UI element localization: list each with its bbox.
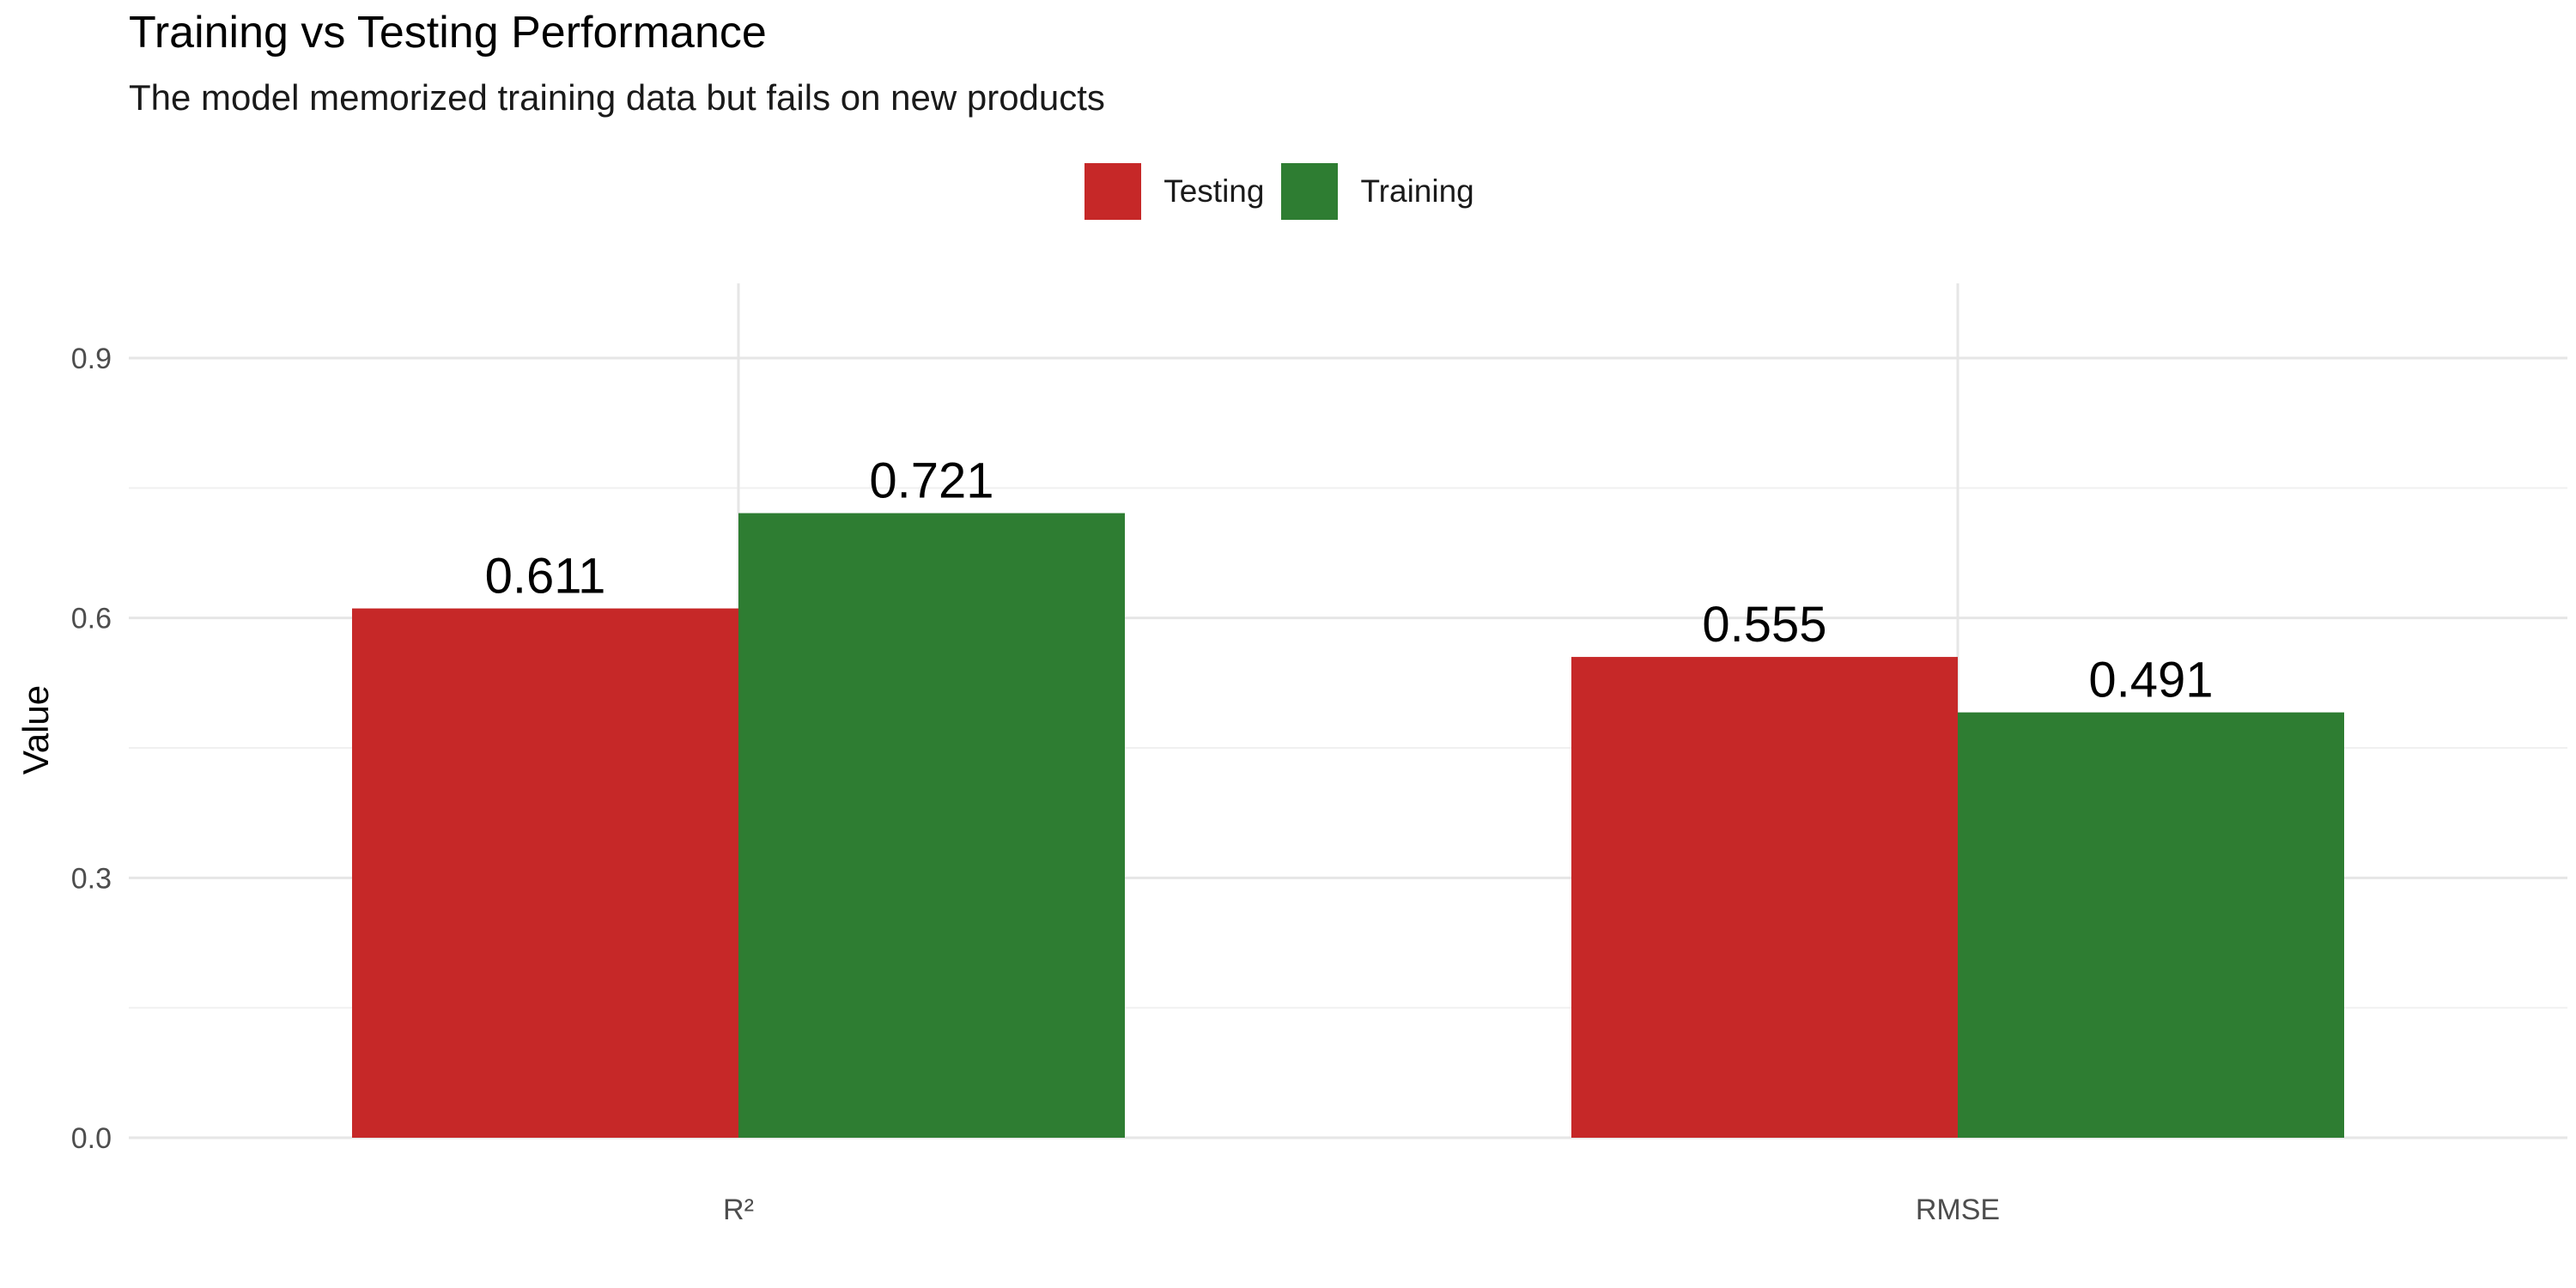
x-tick-label: RMSE bbox=[1916, 1194, 2000, 1226]
bar-training-0 bbox=[738, 513, 1125, 1138]
data-label: 0.611 bbox=[485, 549, 606, 605]
chart-title: Training vs Testing Performance bbox=[129, 8, 767, 58]
bar-training-1 bbox=[1958, 712, 2344, 1138]
y-tick-label: 0.6 bbox=[71, 603, 112, 635]
legend-label-training: Training bbox=[1360, 173, 1474, 209]
legend-item-training: Training bbox=[1281, 163, 1491, 220]
bar-testing-0 bbox=[352, 608, 738, 1138]
data-label: 0.555 bbox=[1702, 597, 1826, 653]
label-layer: 0.0 0.3 0.6 0.9 R² 0.611 0.721 RMSE 0.555 0.491 bbox=[71, 343, 2214, 1226]
data-label: 0.721 bbox=[869, 453, 993, 509]
y-tick-label: 0.3 bbox=[71, 862, 112, 895]
legend-key-training bbox=[1281, 163, 1339, 220]
y-tick-label: 0.0 bbox=[71, 1122, 112, 1155]
y-tick-label: 0.9 bbox=[71, 343, 112, 375]
legend-item-testing: Testing bbox=[1084, 163, 1281, 220]
y-axis-title: Value bbox=[15, 685, 56, 775]
legend-key-testing bbox=[1084, 163, 1142, 220]
legend-label-testing: Testing bbox=[1163, 173, 1265, 209]
data-label: 0.491 bbox=[2088, 653, 2213, 708]
chart-subtitle: The model memorized training data but fa… bbox=[129, 77, 1105, 118]
x-tick-label: R² bbox=[723, 1194, 754, 1226]
legend: Testing Training bbox=[0, 161, 2576, 222]
bar-testing-1 bbox=[1571, 657, 1958, 1138]
bar-layer bbox=[352, 513, 2344, 1138]
